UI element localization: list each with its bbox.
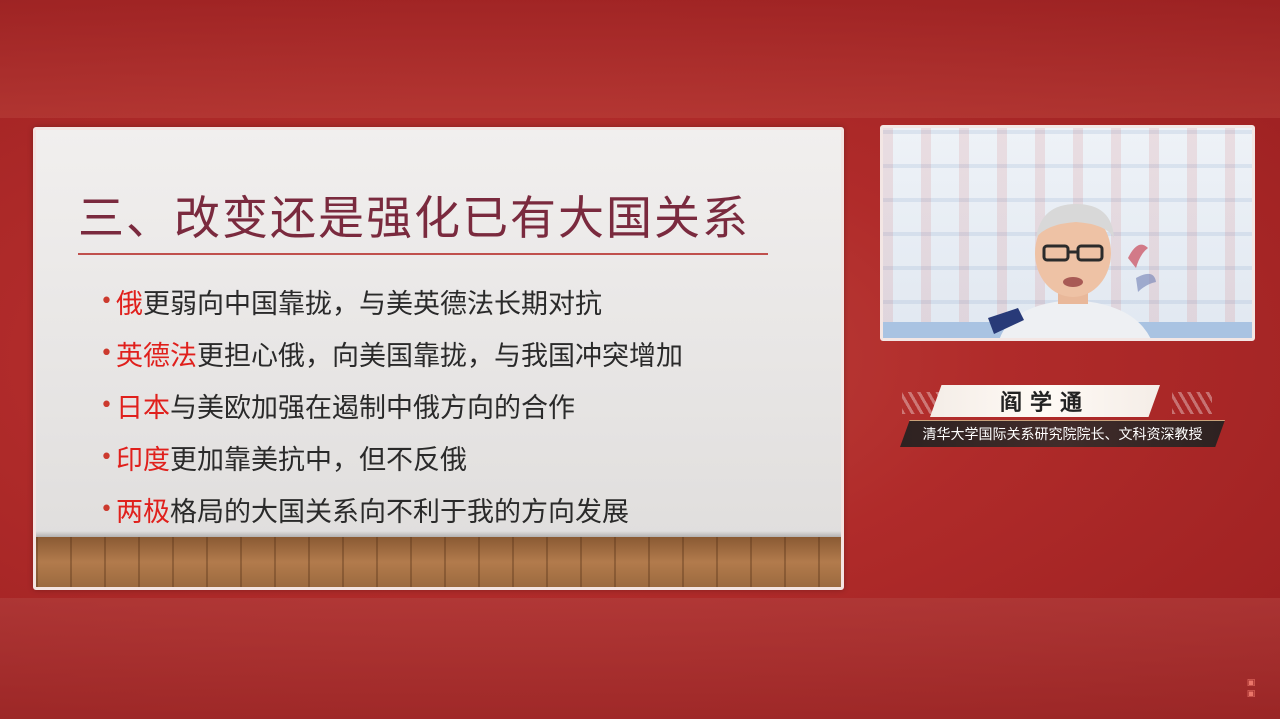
bullet-item: • 印度 更加靠美抗中，但不反俄 xyxy=(100,431,683,483)
bullet-text: 格局的大国关系向不利于我的方向发展 xyxy=(170,496,629,528)
speaker-title-plate: 清华大学国际关系研究院院长、文科资深教授 xyxy=(900,420,1225,447)
channel-logo-icon: ▣ ▣ xyxy=(1246,678,1256,699)
bullet-dot: • xyxy=(100,496,113,522)
bullet-text: 更弱向中国靠拢，与美英德法长期对抗 xyxy=(143,288,602,320)
bullet-highlight: 印度 xyxy=(116,444,170,476)
name-plate-decoration-left xyxy=(902,392,942,414)
speaker-name-plate: 阎学通 xyxy=(930,385,1160,417)
speaker-video xyxy=(880,125,1255,341)
bullet-item: • 俄更弱向中国靠拢，与美英德法长期对抗 xyxy=(100,275,683,327)
wooden-stage-floor xyxy=(36,537,841,587)
bullet-text: 与美欧加强在遏制中俄方向的合作 xyxy=(170,392,575,424)
slide-title: 三、改变还是强化已有大国关系 xyxy=(78,191,750,245)
background-band-top xyxy=(0,0,1280,118)
background-band-bottom xyxy=(0,598,1280,719)
bullet-text: 更担心俄，向美国靠拢，与我国冲突增加 xyxy=(197,340,683,372)
bullet-dot: • xyxy=(100,392,113,418)
name-plate-decoration-right xyxy=(1172,392,1212,414)
bullet-dot: • xyxy=(100,288,113,314)
bullet-item: • 日本 与美欧加强在遏制中俄方向的合作 xyxy=(100,379,683,431)
bullet-highlight: 英德法 xyxy=(116,340,197,372)
bullet-highlight: 俄 xyxy=(116,288,143,320)
stage-floor-shadow xyxy=(36,531,841,537)
bullet-highlight: 两极 xyxy=(116,496,170,528)
bullet-item: • 两极 格局的大国关系向不利于我的方向发展 xyxy=(100,483,683,535)
speaker-figure xyxy=(988,204,1156,338)
bullet-list: • 俄更弱向中国靠拢，与美英德法长期对抗 • 英德法 更担心俄，向美国靠拢，与我国… xyxy=(100,275,683,535)
speaker-name: 阎学通 xyxy=(999,391,1090,416)
bullet-text: 更加靠美抗中，但不反俄 xyxy=(170,444,467,476)
bullet-dot: • xyxy=(100,444,113,470)
title-underline xyxy=(78,253,768,255)
bullet-dot: • xyxy=(100,340,113,366)
presentation-slide: 三、改变还是强化已有大国关系 • 俄更弱向中国靠拢，与美英德法长期对抗 • 英德… xyxy=(33,127,844,590)
speaker-title: 清华大学国际关系研究院院长、文科资深教授 xyxy=(922,427,1203,443)
bullet-item: • 英德法 更担心俄，向美国靠拢，与我国冲突增加 xyxy=(100,327,683,379)
bullet-highlight: 日本 xyxy=(116,392,170,424)
